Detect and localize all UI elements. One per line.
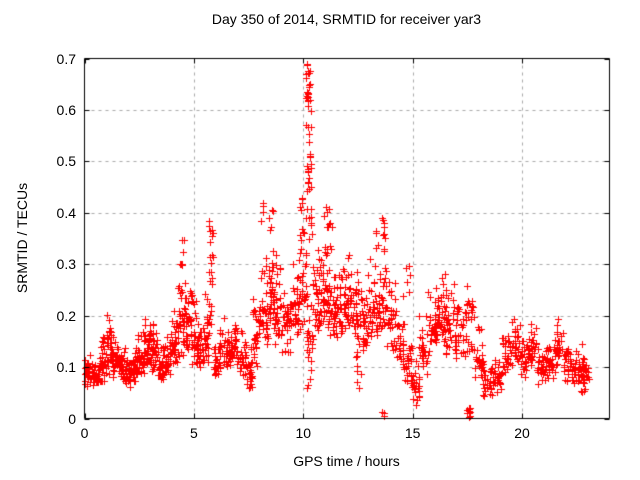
x-tick-label: 15	[404, 425, 421, 441]
x-tick-label: 10	[295, 425, 312, 441]
x-tick-label: 20	[514, 425, 530, 441]
y-axis-label: SRMTID / TECUs	[14, 182, 30, 294]
x-tick-label: 5	[189, 425, 198, 441]
y-tick-label: 0.2	[56, 307, 76, 324]
y-tick-label: 0.3	[56, 256, 76, 273]
plot-title: Day 350 of 2014, SRMTID for receiver yar…	[211, 11, 482, 27]
y-tick-label: 0	[68, 410, 76, 427]
y-tick-label: 0.6	[56, 101, 76, 118]
x-tick-label: 0	[80, 425, 89, 441]
x-axis-label: GPS time / hours	[293, 453, 400, 469]
y-tick-label: 0.7	[56, 50, 76, 67]
y-tick-label: 0.1	[56, 359, 76, 376]
y-tick-label: 0.5	[56, 153, 76, 170]
y-tick-label: 0.4	[56, 204, 76, 221]
